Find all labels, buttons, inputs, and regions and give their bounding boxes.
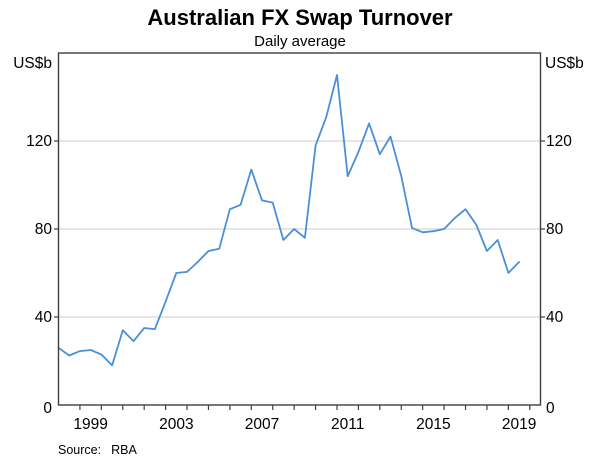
y-axis-tick-label-right: 0 <box>546 400 555 417</box>
y-axis-tick-label-left: 120 <box>26 133 52 150</box>
fx-swap-turnover-line <box>57 74 520 367</box>
y-axis-tick-label-left: 40 <box>35 309 53 326</box>
source-label: Source: <box>58 443 102 457</box>
y-axis-tick-label-right: 40 <box>546 309 564 326</box>
chart-subtitle: Daily average <box>254 33 346 50</box>
x-axis-year-label: 1999 <box>73 416 107 433</box>
source-value: RBA <box>111 443 137 457</box>
chart-title: Australian FX Swap Turnover <box>147 5 453 30</box>
y-axis-tick-label-left: 0 <box>43 400 52 417</box>
x-axis-year-label: 2015 <box>416 416 450 433</box>
x-axis-year-label: 2019 <box>502 416 536 433</box>
x-axis-year-label: 2011 <box>331 416 364 433</box>
x-axis-year-label: 2003 <box>159 416 193 433</box>
y-axis-unit-label-left: US$b <box>13 55 52 72</box>
y-axis-tick-label-left: 80 <box>35 221 53 238</box>
y-axis-tick-label-right: 120 <box>546 133 572 150</box>
x-axis-year-label: 2007 <box>245 416 279 433</box>
y-axis-unit-label-right: US$b <box>545 55 584 72</box>
y-axis-tick-label-right: 80 <box>546 221 564 238</box>
source-note: Source: RBA <box>58 443 137 457</box>
